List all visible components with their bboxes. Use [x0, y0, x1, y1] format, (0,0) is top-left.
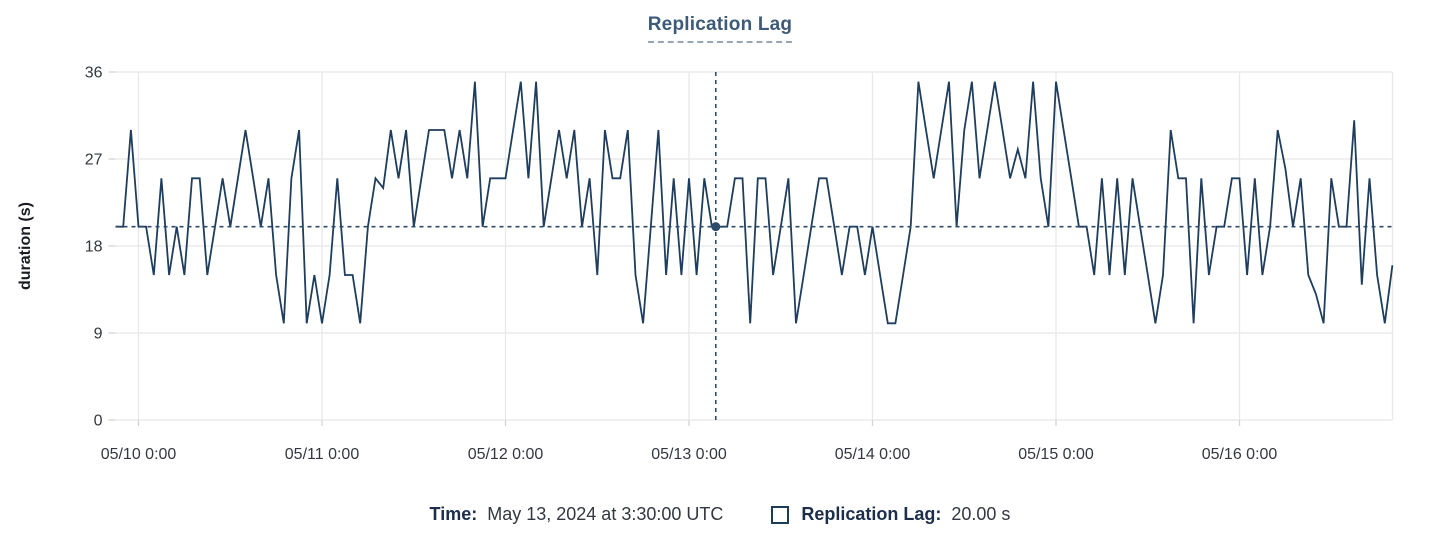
series-value: 20.00 s	[951, 504, 1011, 524]
y-tick-label: 18	[85, 239, 103, 256]
y-tick-label: 9	[94, 326, 103, 343]
chart-title[interactable]: Replication Lag	[647, 14, 793, 43]
hover-tooltip-readout: Time: May 13, 2024 at 3:30:00 UTC Replic…	[0, 504, 1440, 525]
series-label: Replication Lag:	[801, 504, 942, 524]
x-tick-label: 05/16 0:00	[1202, 446, 1278, 463]
x-tick-label: 05/11 0:00	[285, 446, 360, 463]
x-tick-label: 05/12 0:00	[468, 446, 544, 463]
y-axis-title: duration (s)	[17, 202, 34, 290]
replication-lag-line	[115, 81, 1394, 325]
x-tick-label: 05/15 0:00	[1018, 446, 1094, 463]
square-outline-icon	[771, 505, 790, 524]
hovered-point-marker	[711, 222, 721, 232]
series-readout: Replication Lag: 20.00 s	[771, 504, 1010, 525]
y-tick-label: 0	[94, 413, 103, 430]
chart-header: Replication Lag	[0, 14, 1440, 43]
time-label: Time:	[429, 504, 478, 524]
x-tick-label: 05/10 0:00	[101, 446, 177, 463]
x-tick-label: 05/13 0:00	[651, 446, 727, 463]
time-readout: Time: May 13, 2024 at 3:30:00 UTC	[430, 504, 724, 525]
line-chart-plot-area[interactable]: 0 9 18 27 36 05/10 0:00 05/11 0:00 05/12 0:00 05…	[0, 0, 1440, 478]
time-value: May 13, 2024 at 3:30:00 UTC	[487, 504, 724, 524]
y-tick-label: 36	[85, 65, 103, 82]
x-tick-label: 05/14 0:00	[835, 446, 911, 463]
y-tick-label: 27	[85, 152, 103, 169]
